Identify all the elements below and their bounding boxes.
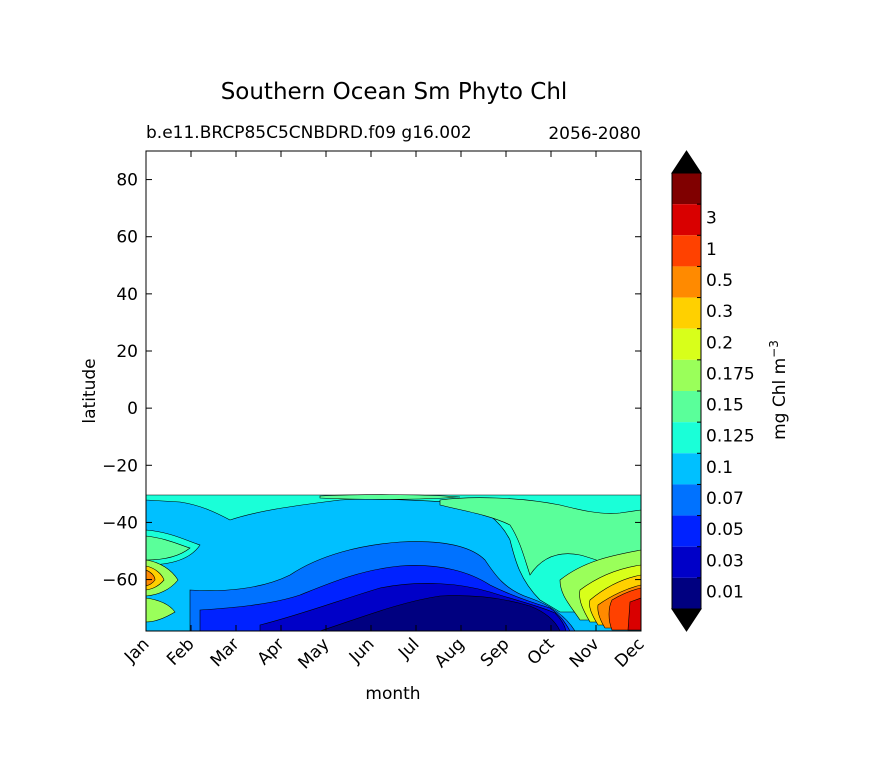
x-tick-label: Aug bbox=[431, 634, 469, 672]
colorbar-level-label: 0.05 bbox=[706, 520, 744, 540]
colorbar-level-label: 0.125 bbox=[706, 427, 755, 447]
colorbar-label-exponent: −3 bbox=[767, 340, 781, 358]
contour-band-0-125-left bbox=[146, 535, 191, 561]
colorbar-level-label: 1 bbox=[706, 240, 717, 260]
colorbar-level-label: 0.15 bbox=[706, 396, 744, 416]
y-tick-label: −20 bbox=[102, 456, 138, 476]
colorbar-label-main: mg Chl m bbox=[770, 358, 790, 440]
x-tick-label: Dec bbox=[611, 634, 648, 671]
colorbar-label: mg Chl m−3 bbox=[767, 340, 790, 440]
y-tick-label: 0 bbox=[127, 399, 138, 419]
colorbar-level-label: 3 bbox=[706, 209, 717, 229]
colorbar-level-label: 0.175 bbox=[706, 364, 755, 384]
colorbar-swatch bbox=[672, 453, 701, 485]
chart-subtitle-right: 2056-2080 bbox=[548, 124, 641, 144]
colorbar: 0.01 0.03 0.05 0.07 0.1 0.125 0.15 0.175 0.2 0.3 0… bbox=[671, 150, 755, 632]
colorbar-extend-top bbox=[671, 150, 702, 174]
colorbar-level-label: 0.01 bbox=[706, 582, 744, 602]
colorbar-swatch bbox=[672, 422, 701, 454]
contour-band-0-125-top bbox=[319, 494, 461, 500]
y-tick-label: 20 bbox=[116, 342, 138, 362]
colorbar-level-label: 0.5 bbox=[706, 271, 733, 291]
colorbar-swatch bbox=[672, 577, 701, 609]
colorbar-level-label: 0.03 bbox=[706, 551, 744, 571]
contour-band-jan-high-c bbox=[146, 569, 156, 587]
x-tick-label: Nov bbox=[566, 634, 604, 672]
x-tick-label: Oct bbox=[524, 634, 559, 669]
colorbar-level-label: 0.3 bbox=[706, 302, 733, 322]
colorbar-swatch bbox=[672, 515, 701, 547]
colorbar-level-label: 0.07 bbox=[706, 489, 744, 509]
contour-band-0-125 bbox=[439, 497, 641, 576]
x-tick-label: Jul bbox=[394, 634, 423, 663]
x-tick-label: Feb bbox=[163, 634, 198, 669]
y-axis-label: latitude bbox=[80, 358, 100, 423]
colorbar-swatch bbox=[672, 297, 701, 329]
x-tick-label: Sep bbox=[477, 634, 514, 671]
colorbar-swatch bbox=[672, 484, 701, 516]
colorbar-level-label: 0.2 bbox=[706, 333, 733, 353]
x-tick-label: Apr bbox=[254, 634, 289, 669]
y-axis: 80 60 40 20 0 −20 −40 −60 bbox=[102, 171, 641, 591]
colorbar-swatch bbox=[672, 359, 701, 391]
x-axis-label: month bbox=[365, 684, 420, 704]
contour-band-jan-low bbox=[146, 597, 176, 623]
colorbar-swatch bbox=[672, 173, 701, 205]
contour-band-0-01 bbox=[319, 595, 561, 631]
colorbar-level-label: 0.1 bbox=[706, 458, 733, 478]
chart-title: Southern Ocean Sm Phyto Chl bbox=[221, 79, 568, 105]
colorbar-swatch bbox=[672, 328, 701, 360]
colorbar-extend-bottom bbox=[671, 608, 702, 632]
colorbar-swatch bbox=[672, 204, 701, 236]
contour-band-1 bbox=[627, 597, 641, 631]
x-tick-label: Jan bbox=[120, 634, 153, 667]
colorbar-swatch bbox=[672, 235, 701, 267]
x-tick-label: May bbox=[295, 634, 334, 673]
y-tick-label: −60 bbox=[102, 571, 138, 591]
colorbar-swatch bbox=[672, 266, 701, 298]
y-tick-label: −40 bbox=[102, 513, 138, 533]
x-tick-label: Mar bbox=[207, 634, 244, 671]
y-tick-label: 40 bbox=[116, 285, 138, 305]
y-tick-label: 60 bbox=[116, 228, 138, 248]
x-tick-label: Jun bbox=[345, 634, 379, 668]
chart-subtitle-left: b.e11.BRCP85C5CNBDRD.f09 g16.002 bbox=[146, 123, 472, 143]
y-tick-label: 80 bbox=[116, 171, 138, 191]
colorbar-swatch bbox=[672, 546, 701, 578]
plot-frame bbox=[145, 150, 642, 632]
colorbar-swatch bbox=[672, 391, 701, 423]
plot-area bbox=[146, 151, 641, 631]
